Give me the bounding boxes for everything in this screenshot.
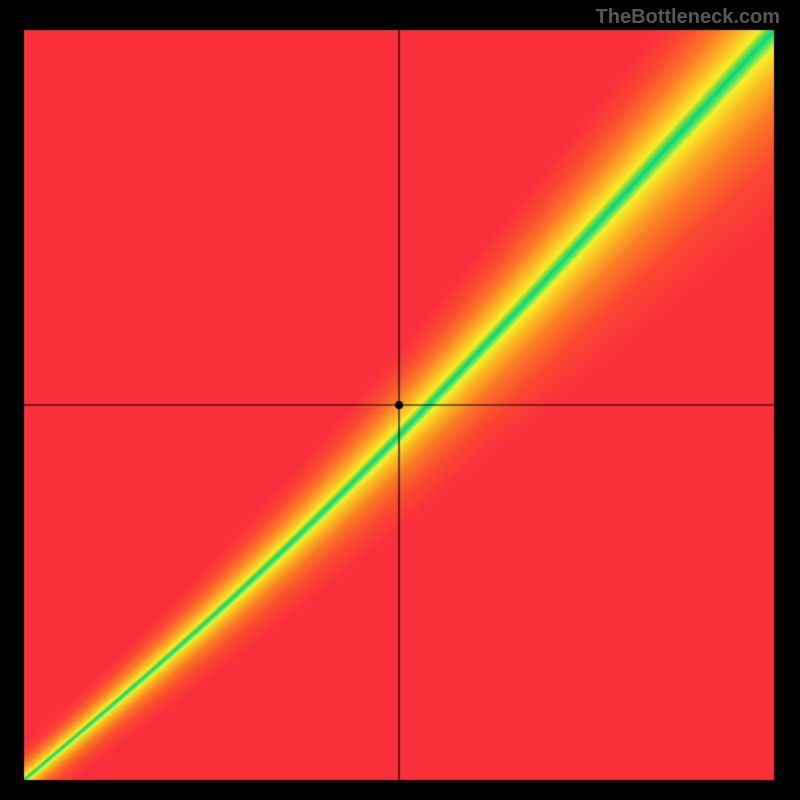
bottleneck-heatmap: [0, 0, 800, 800]
watermark-label: TheBottleneck.com: [596, 6, 780, 29]
